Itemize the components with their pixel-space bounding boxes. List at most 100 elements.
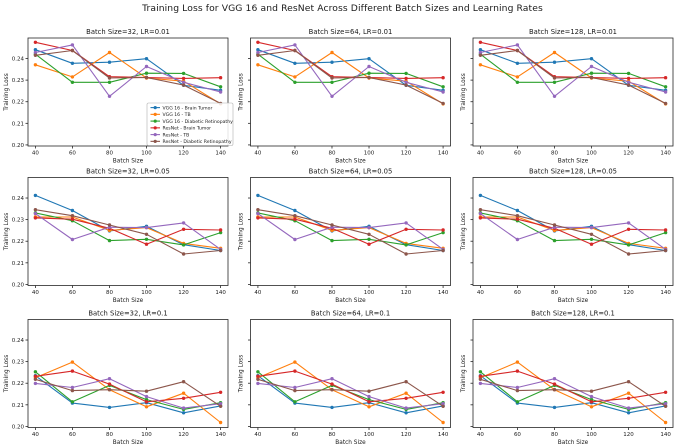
data-point (478, 50, 483, 55)
data-point (181, 80, 186, 85)
x-tick-label: 140 (215, 151, 226, 157)
data-point (404, 227, 408, 231)
y-tick-label: 0.20 (12, 143, 25, 149)
data-point (552, 382, 557, 386)
legend-marker (153, 119, 157, 123)
y-axis-label: Training Loss (239, 213, 245, 251)
data-point (70, 385, 75, 390)
data-point (404, 396, 408, 400)
data-point (478, 63, 483, 67)
axes-frame (27, 319, 229, 428)
series-line (257, 361, 444, 423)
data-point (293, 80, 297, 85)
data-point (441, 404, 445, 408)
data-point (589, 71, 594, 75)
data-point (552, 405, 557, 410)
axes-frame (472, 37, 674, 147)
data-point (70, 369, 75, 373)
data-point (404, 80, 408, 85)
series-line (257, 49, 444, 104)
data-point (33, 208, 38, 212)
y-tick-label: 0.20 (12, 424, 25, 430)
data-point (144, 232, 149, 236)
y-tick-label: 0.23 (12, 218, 25, 224)
data-point (256, 216, 260, 220)
data-point (367, 225, 371, 230)
x-tick-label: 40 (477, 290, 484, 296)
data-point (626, 80, 631, 85)
data-point (478, 208, 483, 212)
data-point (330, 94, 334, 99)
x-axis-label: Batch Size (113, 159, 144, 165)
data-point (181, 406, 186, 410)
subplot-r2c1: Batch Size=32, LR=0.05 40 60 80 100 120 140 0.2… (4, 168, 229, 304)
data-point (552, 94, 557, 99)
data-point (218, 85, 223, 89)
data-point (515, 80, 520, 85)
data-point (404, 406, 408, 410)
subplot-title: Batch Size=64, LR=0.1 (311, 310, 390, 318)
series-line (480, 209, 666, 255)
series-line (480, 216, 666, 249)
data-point (107, 388, 112, 392)
x-tick-label: 100 (364, 432, 375, 438)
data-point (70, 237, 75, 242)
x-tick-label: 120 (623, 151, 634, 157)
legend-box (146, 102, 234, 146)
x-tick-label: 80 (106, 432, 113, 438)
x-axis-label: Batch Size (558, 440, 589, 446)
x-tick-label: 60 (291, 432, 298, 438)
data-point (330, 76, 334, 80)
data-point (218, 248, 223, 253)
x-tick-label: 100 (141, 151, 152, 157)
series-line (35, 213, 221, 250)
data-point (367, 64, 371, 69)
data-point (33, 374, 38, 378)
data-point (478, 48, 483, 52)
series-line (480, 51, 666, 105)
data-point (626, 227, 631, 231)
y-tick-label: 0.20 (12, 282, 25, 288)
x-tick-label: 80 (551, 151, 558, 157)
data-point (107, 223, 112, 227)
data-point (478, 193, 483, 198)
y-tick-label: 0.21 (12, 261, 24, 267)
data-point (552, 223, 557, 227)
data-point (144, 405, 149, 409)
data-point (181, 391, 186, 395)
x-tick-label: 40 (32, 290, 39, 296)
data-point (552, 238, 557, 243)
data-point (181, 396, 186, 400)
subplot-title: Batch Size=128, LR=0.05 (529, 168, 617, 176)
figure-title: Training Loss for VGG 16 and ResNet Acro… (142, 3, 543, 14)
data-point (663, 85, 668, 89)
y-axis-label: Training Loss (461, 355, 467, 393)
data-point (293, 61, 297, 65)
data-point (515, 385, 520, 390)
data-point (589, 75, 594, 80)
data-point (626, 380, 631, 384)
data-point (515, 369, 520, 373)
data-point (663, 390, 668, 394)
data-point (33, 193, 38, 198)
data-point (330, 388, 334, 392)
series-line (480, 41, 666, 79)
legend-label: ResNet - TB (163, 132, 190, 138)
x-tick-label: 80 (328, 151, 335, 157)
data-point (181, 243, 186, 247)
series-line (480, 375, 666, 414)
data-point (181, 380, 186, 384)
data-point (293, 217, 297, 221)
data-point (589, 64, 594, 69)
subplot-r1c3: Batch Size=128, LR=0.01 40 60 80 100 120 140 Ba… (461, 28, 674, 165)
legend-label: VGG 16 - Brain Tumor (163, 105, 213, 111)
x-tick-label: 40 (254, 432, 261, 438)
data-point (626, 83, 631, 87)
data-point (367, 57, 371, 61)
data-point (478, 40, 483, 44)
x-tick-label: 140 (215, 432, 226, 438)
data-point (330, 238, 334, 243)
data-point (478, 216, 483, 220)
y-axis-label: Training Loss (4, 355, 10, 393)
